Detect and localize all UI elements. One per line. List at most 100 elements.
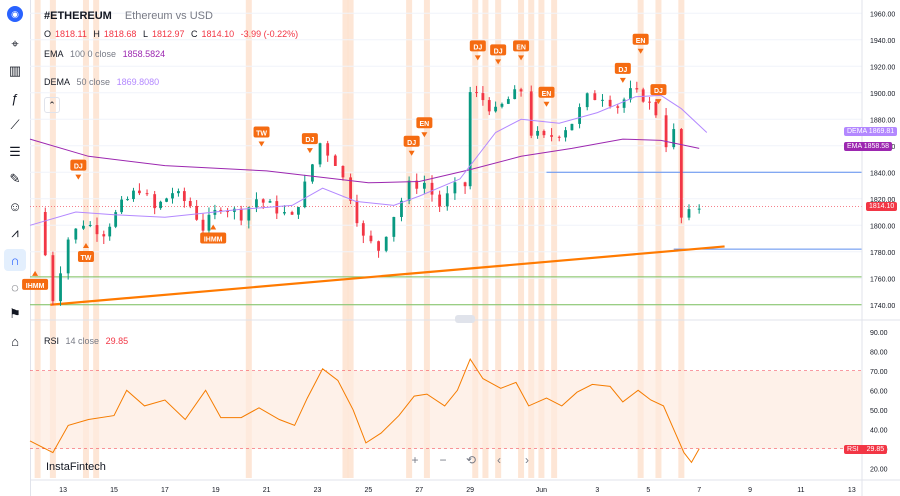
rsi-legend[interactable]: RSI 14 close 29.85 xyxy=(44,336,132,346)
candle-body xyxy=(145,193,149,195)
pattern-highlight-column xyxy=(342,0,349,478)
dema-params: 50 close xyxy=(76,77,111,87)
candle-body xyxy=(311,164,314,182)
candle-body xyxy=(114,212,118,227)
fib-icon[interactable]: ☰ xyxy=(9,144,21,159)
collapse-legend-button[interactable]: ⌃ xyxy=(44,97,60,113)
last-price-tag: 1814.10 xyxy=(866,202,898,211)
candle-body xyxy=(687,209,691,218)
signal-label: EN xyxy=(420,121,430,128)
candle-body xyxy=(494,106,498,112)
ohlc-row: O 1818.11 H 1818.68 L 1812.97 C 1814.10 -3.9… xyxy=(44,29,302,39)
time-tick-label: 29 xyxy=(466,487,474,494)
alert-icon[interactable]: ⚑ xyxy=(9,306,21,321)
candle-body xyxy=(207,214,211,231)
left-toolbar: ◉ ⌖ ▥ ƒ ⟋ ☰ ✎ ☺ ⩘ ∩ ◌ ⚑ ⌂ xyxy=(0,0,31,496)
zoom-in-button[interactable]: + xyxy=(411,453,419,467)
candle-body xyxy=(349,177,352,201)
pane-resize-handle xyxy=(455,315,475,323)
time-tick-label: 3 xyxy=(595,487,599,494)
candle-body xyxy=(74,228,78,240)
price-tick-label: 1760.00 xyxy=(870,276,895,283)
candle-body xyxy=(268,201,272,203)
candle-type-icon[interactable]: ▥ xyxy=(8,63,22,78)
candle-body xyxy=(664,115,668,148)
eye-icon[interactable]: ◌ xyxy=(11,279,19,295)
time-tick-label: 21 xyxy=(263,487,271,494)
dema-value: 1869.8080 xyxy=(116,77,160,87)
time-tick-label: 13 xyxy=(59,487,67,494)
brush-icon[interactable]: ✎ xyxy=(9,171,21,186)
home-icon[interactable]: ⌂ xyxy=(11,333,19,349)
emoji-icon[interactable]: ☺ xyxy=(8,198,22,214)
reset-button[interactable]: ⟲ xyxy=(465,453,477,467)
candle-body xyxy=(481,93,485,101)
rsi-price-tag: RSI 29.85 xyxy=(844,445,888,454)
price-tick-label: 1780.00 xyxy=(870,250,895,257)
chevron-up-icon: ⌃ xyxy=(48,99,56,110)
candle-body xyxy=(239,208,243,221)
time-tick-label: 23 xyxy=(314,487,322,494)
dema-legend[interactable]: DEMA 50 close 1869.8080 xyxy=(44,77,163,87)
trendline xyxy=(50,245,725,306)
candle-body xyxy=(138,190,141,194)
pattern-highlight-column xyxy=(482,0,489,478)
candle-body xyxy=(622,99,626,108)
candle-body xyxy=(438,194,442,207)
arrow-down-icon xyxy=(258,141,265,147)
candle-body xyxy=(384,236,388,251)
candle-body xyxy=(247,207,251,221)
candle-body xyxy=(557,136,561,138)
pattern-highlight-column xyxy=(245,0,252,478)
candle-body xyxy=(500,103,504,107)
scroll-left-button[interactable]: ‹ xyxy=(497,453,501,467)
candle-body xyxy=(369,235,373,242)
pattern-highlight-column xyxy=(347,0,354,478)
rsi-band xyxy=(30,370,862,449)
trendline-icon[interactable]: ⟋ xyxy=(10,117,20,132)
candle-body xyxy=(195,205,199,220)
rsi-value: 29.85 xyxy=(105,336,129,346)
zoom-out-button[interactable]: − xyxy=(439,453,447,467)
candle-body xyxy=(400,200,403,217)
candle-body xyxy=(430,182,434,195)
price-tick-label: 1920.00 xyxy=(870,64,895,71)
candle-body xyxy=(255,199,258,208)
candle-body xyxy=(82,225,85,229)
ema-name: EMA xyxy=(44,49,64,59)
symbol-label[interactable]: #ETHEREUM xyxy=(44,10,112,22)
scroll-right-button[interactable]: › xyxy=(525,453,529,467)
time-tick-label: 15 xyxy=(110,487,118,494)
pattern-highlight-column xyxy=(34,0,41,478)
candle-body xyxy=(392,216,396,237)
pattern-highlight-column xyxy=(423,0,430,478)
signal-badge xyxy=(614,62,631,74)
candle-body xyxy=(182,191,186,202)
logo-icon[interactable]: ◉ xyxy=(7,6,23,22)
close-value: 1814.10 xyxy=(201,29,235,39)
arrow-up-icon xyxy=(82,243,89,249)
open-label: O xyxy=(44,29,52,39)
rsi-tick-label: 90.00 xyxy=(870,330,888,337)
candle-body xyxy=(171,193,174,199)
ema-legend[interactable]: EMA 100 0 close 1858.5824 xyxy=(44,49,169,59)
candle-body xyxy=(529,91,533,136)
magnet-icon[interactable]: ∩ xyxy=(4,249,26,271)
change-value: -3.99 (-0.22%) xyxy=(240,29,299,39)
candle-body xyxy=(318,143,322,165)
chart-title-row: #ETHEREUM Ethereum vs USD xyxy=(44,10,217,22)
price-tick-label: 1800.00 xyxy=(870,223,895,230)
signal-label: DJ xyxy=(407,140,416,147)
rsi-tick-label: 50.00 xyxy=(870,408,888,415)
candle-body xyxy=(159,201,163,209)
arrow-down-icon xyxy=(75,174,82,180)
crosshair-icon[interactable]: ⌖ xyxy=(11,36,19,51)
candle-body xyxy=(445,193,449,207)
ema-tag-label: EMA xyxy=(847,143,862,150)
price-tick-label: 1900.00 xyxy=(870,91,895,98)
indicators-icon[interactable]: ƒ xyxy=(11,90,19,106)
ema-price-tag: EMA 1858.58 xyxy=(844,142,893,151)
pattern-icon[interactable]: ⩘ xyxy=(11,225,19,240)
signal-badge xyxy=(650,84,667,96)
